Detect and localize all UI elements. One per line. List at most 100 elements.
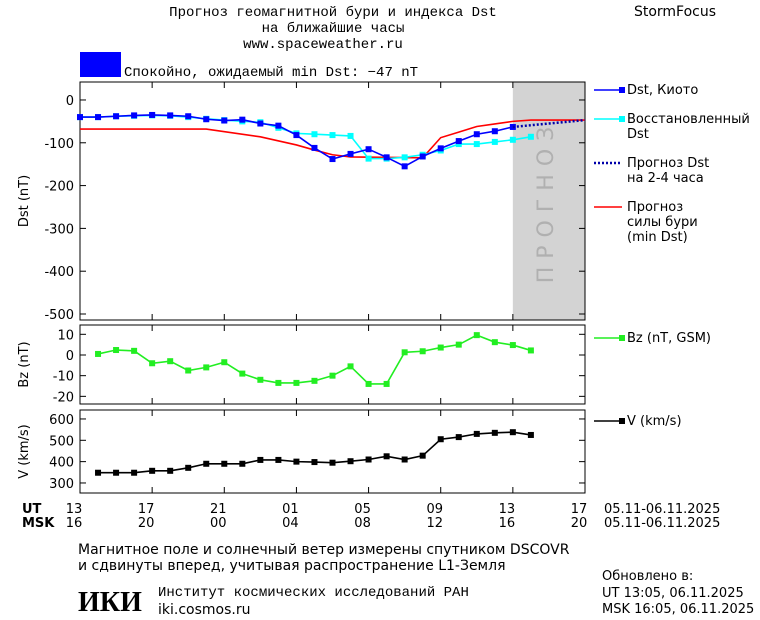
x-tick-label: 05 (354, 502, 371, 517)
series-marker (509, 136, 516, 143)
legend-marker (619, 116, 625, 122)
brand: StormFocus (634, 4, 716, 20)
x-tick-label: 08 (354, 516, 371, 531)
y-tick-label: 300 (49, 477, 74, 492)
series-line (512, 118, 586, 129)
x-tick-label: 13 (66, 502, 83, 517)
series-marker (275, 122, 282, 129)
series-marker (401, 154, 408, 161)
y-tick-label: -300 (44, 222, 74, 237)
y-tick-label: 400 (49, 456, 74, 471)
y-tick-label: 0 (66, 94, 74, 109)
site: iki.cosmos.ru (158, 602, 250, 618)
url: www.spaceweather.ru (243, 37, 403, 53)
series-marker (203, 460, 210, 467)
series-marker (329, 132, 336, 139)
legend-label: Прогноз Dst на 2-4 часа (627, 156, 709, 186)
updated-time: MSK 16:05, 06.11.2025 (602, 602, 754, 617)
series-line (97, 334, 532, 385)
series-marker (149, 467, 156, 474)
y-tick-label: 0 (66, 349, 74, 364)
status-swatch (80, 52, 121, 77)
series-marker (239, 370, 246, 377)
series-marker (491, 128, 498, 135)
series-marker (473, 141, 480, 148)
logo: ИКИ (78, 587, 142, 618)
series-marker (185, 113, 192, 120)
series-marker (293, 379, 300, 386)
series-marker (527, 431, 534, 438)
x-tick-label: 17 (138, 502, 155, 517)
plot-frame (79, 324, 586, 405)
series-marker (311, 459, 318, 466)
series-marker (491, 138, 498, 145)
series-marker (419, 153, 426, 160)
series-marker (401, 456, 408, 463)
legend-label: Восстановленный Dst (627, 112, 750, 142)
y-axis-label: Dst (nT) (17, 175, 32, 227)
x-tick-label: 16 (66, 516, 83, 531)
series-marker (437, 436, 444, 443)
series-marker (329, 459, 336, 466)
series-marker (527, 347, 534, 354)
y-tick-label: 500 (49, 434, 74, 449)
series-line (80, 119, 585, 159)
series-marker (131, 112, 138, 119)
x-tick-label: 20 (571, 516, 588, 531)
legend-label: Bz (nT, GSM) (627, 331, 711, 346)
series-marker (329, 156, 336, 163)
y-tick-label: -500 (44, 308, 74, 323)
legend-marker (619, 418, 625, 424)
legend-label: V (km/s) (627, 414, 682, 429)
series-marker (509, 429, 516, 436)
title: на ближайшие часы (262, 20, 405, 37)
series-marker (221, 359, 228, 366)
series-marker (77, 114, 83, 121)
series-marker (419, 452, 426, 459)
series-marker (275, 456, 282, 463)
series-marker (293, 132, 300, 139)
updated-label: Обновлено в: (602, 569, 693, 584)
plot-frame (79, 409, 586, 494)
footer-note: и сдвинуты вперед, учитывая распростране… (78, 558, 506, 574)
series-marker (473, 332, 480, 339)
series-marker (203, 364, 210, 371)
series-marker (383, 154, 390, 161)
legend-marker (619, 335, 625, 341)
series-line (80, 114, 532, 160)
series-marker (473, 131, 480, 138)
series-marker (257, 120, 264, 127)
y-axis-label: Bz (nT) (17, 341, 32, 387)
date-range: 05.11-06.11.2025 (604, 502, 720, 517)
x-tick-label: 12 (426, 516, 443, 531)
series-marker (239, 116, 246, 123)
plot-frame (79, 81, 586, 321)
updated-time: UT 13:05, 06.11.2025 (602, 586, 744, 601)
series-marker (455, 138, 462, 145)
x-tick-label: 17 (571, 502, 588, 517)
series-marker (491, 339, 498, 346)
series-marker (347, 132, 354, 139)
series-marker (203, 116, 210, 123)
x-tick-label: 09 (426, 502, 443, 517)
series-marker (149, 360, 156, 367)
series-marker (455, 434, 462, 441)
x-tick-label: 00 (210, 516, 227, 531)
series-marker (365, 380, 372, 387)
title: Прогноз геомагнитной бури и индекса Dst (169, 4, 497, 21)
series-marker (527, 133, 534, 140)
series-marker (419, 348, 426, 355)
x-tick-label: 01 (282, 502, 299, 517)
y-tick-label: -100 (44, 137, 74, 152)
series-marker (113, 347, 120, 354)
series-line (98, 431, 532, 474)
x-axis-label: MSK (22, 516, 55, 531)
x-tick-label: 13 (499, 502, 516, 517)
legend-label: Dst, Киото (627, 83, 698, 98)
series-marker (167, 358, 174, 365)
series-marker (329, 372, 336, 379)
series-marker (347, 363, 354, 370)
series-marker (221, 460, 228, 467)
